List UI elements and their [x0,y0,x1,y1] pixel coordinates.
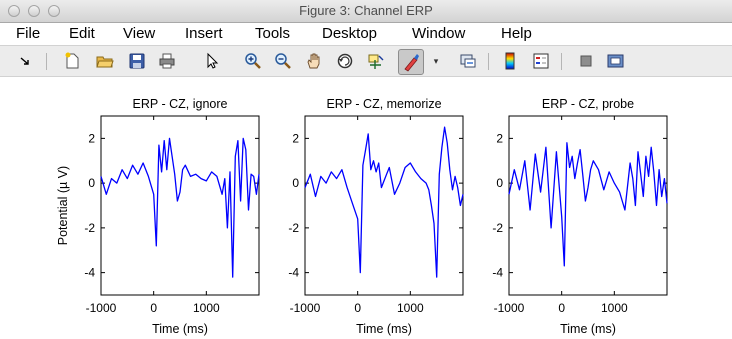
title-bar: Figure 3: Channel ERP [0,0,732,23]
brush-dropdown-icon[interactable]: ▾ [433,56,439,66]
y-tick-label: 2 [88,131,95,145]
x-tick-label: 0 [558,301,565,315]
toolbar: ▾ [0,45,732,77]
zoom-window-button[interactable] [48,5,60,17]
y-tick-label: -2 [84,221,95,235]
colorbar-icon[interactable] [501,52,519,70]
x-tick-label: 1000 [193,301,220,315]
menu-insert[interactable]: Insert [185,25,223,42]
menu-window[interactable]: Window [412,25,466,42]
new-figure-icon[interactable] [63,52,81,70]
x-axis-label: Time (ms) [356,322,412,336]
x-tick-label: 0 [150,301,157,315]
x-tick-label: 0 [354,301,361,315]
y-tick-label: 2 [496,131,503,145]
open-file-icon[interactable] [96,52,114,70]
x-tick-label: 1000 [601,301,628,315]
legend-icon[interactable] [532,52,550,70]
x-tick-label: -1000 [86,301,117,315]
axes-frame [304,115,464,296]
minimize-window-button[interactable] [28,5,40,17]
pan-hand-icon[interactable] [305,52,323,70]
subplot-title: ERP - CZ, memorize [326,97,441,111]
zoom-out-icon[interactable] [274,52,292,70]
menu-edit[interactable]: Edit [69,25,95,42]
axes-frame [508,115,668,296]
zoom-in-icon[interactable] [244,52,262,70]
menu-view[interactable]: View [123,25,156,42]
show-plot-tools-icon[interactable] [606,52,624,70]
y-tick-label: 0 [496,176,503,190]
figure-canvas: 2 0 -2 -4 -1000 0 1000 ERP - CZ, ignore Time (ms… [0,78,732,339]
hide-plot-tools-icon[interactable] [577,52,595,70]
x-tick-label: -1000 [290,301,321,315]
rotate-3d-icon[interactable] [336,52,354,70]
x-tick-label: 1000 [397,301,424,315]
save-icon[interactable] [128,52,146,70]
y-tick-label: 0 [88,176,95,190]
axes-frame [100,115,260,296]
window-title: Figure 3: Channel ERP [299,3,433,18]
y-tick-label: 2 [292,131,299,145]
close-window-button[interactable] [8,5,20,17]
menu-tools[interactable]: Tools [255,25,291,42]
dock-arrow-icon[interactable] [16,52,34,70]
x-axis-label: Time (ms) [560,322,616,336]
y-axis-label: Potential (µ V) [56,166,70,245]
print-icon[interactable] [158,52,176,70]
data-cursor-icon[interactable] [367,52,385,70]
erp-series-line [508,142,668,267]
y-tick-label: -4 [84,266,95,280]
menu-desktop[interactable]: Desktop [322,25,378,42]
y-tick-label: -4 [492,266,503,280]
y-tick-label: -4 [288,266,299,280]
y-tick-label: -2 [288,221,299,235]
y-tick-label: -2 [492,221,503,235]
x-axis-label: Time (ms) [152,322,208,336]
erp-series-line [100,137,260,278]
erp-series-line [304,126,464,278]
toolbar-separator [488,53,489,70]
brush-icon[interactable] [398,49,424,75]
menu-file[interactable]: File [16,25,41,42]
y-tick-label: 0 [292,176,299,190]
menu-bar: File Edit View Insert Tools Desktop Wind… [0,23,732,45]
toolbar-separator [561,53,562,70]
menu-help[interactable]: Help [501,25,532,42]
toolbar-separator [46,53,47,70]
edit-plot-pointer-icon[interactable] [203,52,221,70]
subplot-title: ERP - CZ, probe [542,97,634,111]
x-tick-label: -1000 [494,301,525,315]
link-plot-icon[interactable] [459,52,477,70]
plot-area: 2 0 -2 -4 -1000 0 1000 ERP - CZ, ignore Time (ms… [56,97,668,336]
subplot-title: ERP - CZ, ignore [133,97,228,111]
